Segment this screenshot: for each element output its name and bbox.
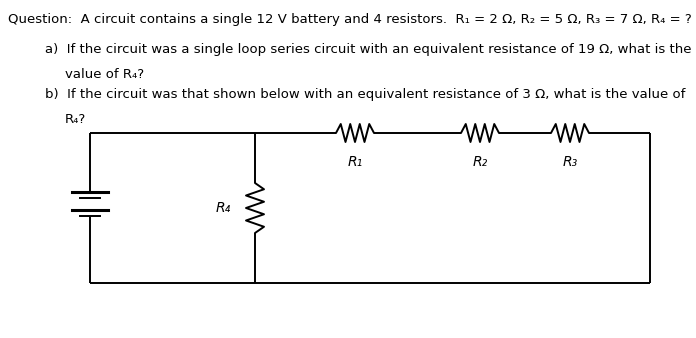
Text: b)  If the circuit was that shown below with an equivalent resistance of 3 Ω, wh: b) If the circuit was that shown below w… <box>45 88 686 101</box>
Text: R₄?: R₄? <box>65 113 86 126</box>
Text: R₁: R₁ <box>347 155 363 169</box>
Text: R₂: R₂ <box>473 155 488 169</box>
Text: value of R₄?: value of R₄? <box>65 68 144 81</box>
Text: a)  If the circuit was a single loop series circuit with an equivalent resistanc: a) If the circuit was a single loop seri… <box>45 43 692 56</box>
Text: Question:  A circuit contains a single 12 V battery and 4 resistors.  R₁ = 2 Ω, : Question: A circuit contains a single 12… <box>8 13 692 26</box>
Text: R₃: R₃ <box>562 155 578 169</box>
Text: R₄: R₄ <box>215 201 230 215</box>
